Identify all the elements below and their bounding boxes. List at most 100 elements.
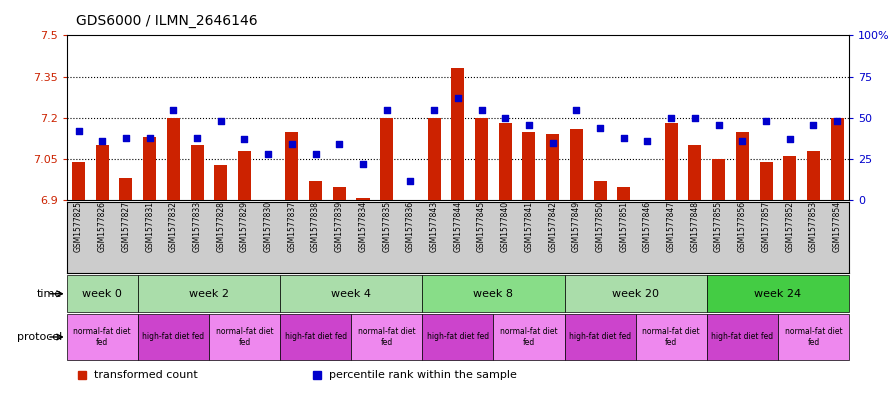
Bar (636, 314, 707, 360)
Text: high-fat diet fed: high-fat diet fed (284, 332, 347, 342)
Bar (209, 314, 280, 360)
Bar (380, 118, 393, 200)
Bar (67, 275, 138, 312)
Point (806, 121, 821, 128)
Bar (214, 165, 228, 200)
Text: protocol: protocol (17, 332, 62, 342)
Point (71, 128, 85, 134)
Bar (285, 132, 299, 200)
Bar (422, 275, 565, 312)
Point (498, 115, 512, 121)
Bar (96, 145, 108, 200)
Text: week 24: week 24 (754, 289, 802, 299)
Bar (688, 145, 701, 200)
Bar (493, 314, 565, 360)
Bar (565, 275, 707, 312)
Point (759, 118, 773, 124)
Bar (143, 137, 156, 200)
Bar (475, 118, 488, 200)
Point (711, 121, 725, 128)
Point (308, 151, 323, 157)
Text: normal-fat diet
fed: normal-fat diet fed (216, 327, 273, 347)
Text: GDS6000 / ILMN_2646146: GDS6000 / ILMN_2646146 (76, 13, 257, 28)
Bar (67, 314, 138, 360)
Point (213, 118, 228, 124)
Bar (523, 132, 535, 200)
Bar (309, 181, 322, 200)
Point (332, 141, 347, 147)
Bar (72, 162, 85, 200)
Bar (332, 187, 346, 200)
Text: high-fat diet fed: high-fat diet fed (142, 332, 204, 342)
Bar (238, 151, 251, 200)
Point (475, 107, 489, 113)
Bar (759, 162, 773, 200)
Bar (190, 145, 204, 200)
Point (735, 138, 749, 144)
Bar (499, 123, 512, 200)
Bar (712, 159, 725, 200)
Text: week 4: week 4 (332, 289, 371, 299)
Point (617, 134, 631, 141)
Point (190, 134, 204, 141)
Bar (422, 314, 493, 360)
Point (451, 95, 465, 101)
Text: normal-fat diet
fed: normal-fat diet fed (785, 327, 842, 347)
Point (166, 107, 180, 113)
Bar (807, 151, 820, 200)
Point (95, 138, 109, 144)
Point (119, 134, 133, 141)
Bar (119, 178, 132, 200)
Point (284, 141, 299, 147)
Point (830, 118, 845, 124)
Point (569, 107, 583, 113)
Text: percentile rank within the sample: percentile rank within the sample (329, 370, 517, 380)
Bar (356, 198, 370, 200)
Bar (167, 118, 180, 200)
Text: high-fat diet fed: high-fat diet fed (427, 332, 489, 342)
Bar (280, 275, 422, 312)
Text: week 0: week 0 (83, 289, 122, 299)
Bar (351, 314, 422, 360)
Point (593, 125, 607, 131)
Text: time: time (37, 289, 62, 299)
Bar (452, 68, 464, 200)
Text: transformed count: transformed count (94, 370, 198, 380)
Text: normal-fat diet
fed: normal-fat diet fed (643, 327, 700, 347)
Bar (617, 187, 630, 200)
Text: normal-fat diet
fed: normal-fat diet fed (358, 327, 415, 347)
Bar (570, 129, 583, 200)
Bar (565, 314, 636, 360)
Bar (138, 275, 280, 312)
Bar (707, 275, 849, 312)
Text: week 20: week 20 (613, 289, 659, 299)
Point (142, 134, 156, 141)
Bar (428, 118, 441, 200)
Point (427, 107, 441, 113)
Bar (783, 156, 797, 200)
Text: week 8: week 8 (474, 289, 513, 299)
Point (237, 136, 252, 143)
Bar (707, 314, 778, 360)
Text: high-fat diet fed: high-fat diet fed (569, 332, 631, 342)
Bar (594, 181, 606, 200)
Point (640, 138, 654, 144)
Text: normal-fat diet
fed: normal-fat diet fed (74, 327, 131, 347)
Point (782, 136, 797, 143)
Text: week 2: week 2 (189, 289, 228, 299)
Bar (665, 123, 677, 200)
Point (404, 178, 418, 184)
Text: high-fat diet fed: high-fat diet fed (711, 332, 773, 342)
Point (261, 151, 276, 157)
Bar (830, 118, 844, 200)
Point (664, 115, 678, 121)
Point (522, 121, 536, 128)
Point (546, 140, 560, 146)
Bar (138, 314, 209, 360)
Point (688, 115, 702, 121)
Bar (546, 134, 559, 200)
Text: normal-fat diet
fed: normal-fat diet fed (501, 327, 557, 347)
Bar (736, 132, 749, 200)
Point (380, 107, 394, 113)
Bar (280, 314, 351, 360)
